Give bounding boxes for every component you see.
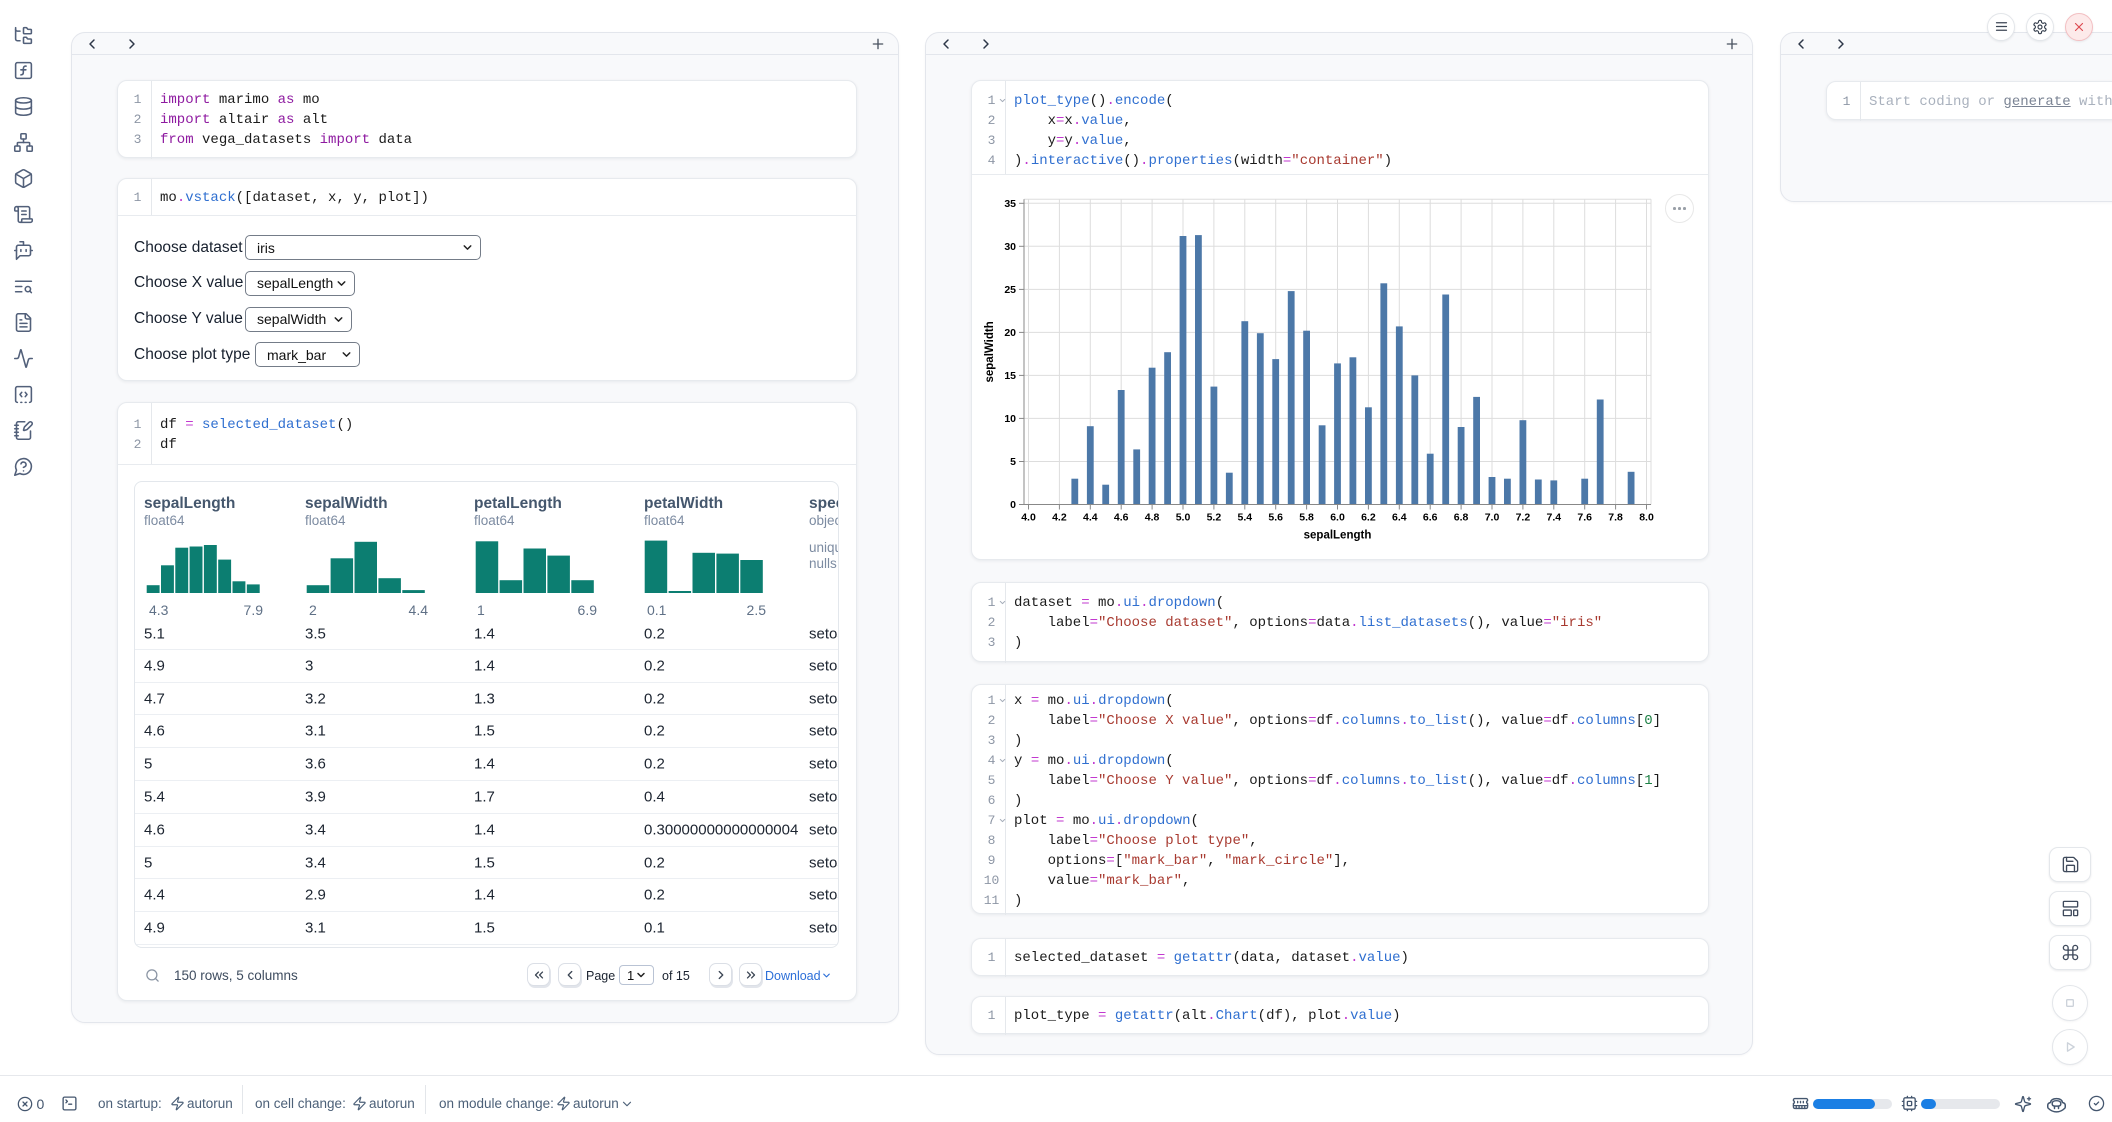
svg-text:6.4: 6.4: [1392, 512, 1407, 524]
svg-text:4.6: 4.6: [1114, 512, 1129, 524]
svg-text:10: 10: [1004, 413, 1016, 425]
svg-text:4.8: 4.8: [1145, 512, 1160, 524]
svg-text:5.4: 5.4: [1237, 512, 1252, 524]
svg-text:4.2: 4.2: [1052, 512, 1067, 524]
svg-text:5.6: 5.6: [1268, 512, 1283, 524]
svg-text:0: 0: [1010, 499, 1016, 511]
svg-text:5.8: 5.8: [1299, 512, 1314, 524]
svg-text:sepalLength: sepalLength: [1304, 530, 1372, 542]
svg-text:35: 35: [1004, 198, 1016, 210]
svg-text:6.8: 6.8: [1454, 512, 1469, 524]
svg-text:7.0: 7.0: [1485, 512, 1500, 524]
svg-text:7.6: 7.6: [1577, 512, 1592, 524]
svg-text:6.2: 6.2: [1361, 512, 1376, 524]
svg-text:7.8: 7.8: [1608, 512, 1623, 524]
svg-text:5.0: 5.0: [1176, 512, 1191, 524]
svg-text:20: 20: [1004, 327, 1016, 339]
svg-text:6.6: 6.6: [1423, 512, 1438, 524]
svg-text:8.0: 8.0: [1639, 512, 1654, 524]
svg-text:4.0: 4.0: [1021, 512, 1036, 524]
svg-text:30: 30: [1004, 241, 1016, 253]
svg-text:15: 15: [1004, 370, 1016, 382]
svg-text:6.0: 6.0: [1330, 512, 1345, 524]
svg-text:4.4: 4.4: [1083, 512, 1098, 524]
svg-text:sepalWidth: sepalWidth: [984, 321, 996, 382]
svg-text:5.2: 5.2: [1207, 512, 1222, 524]
svg-text:7.4: 7.4: [1546, 512, 1561, 524]
svg-text:7.2: 7.2: [1516, 512, 1531, 524]
svg-text:25: 25: [1004, 284, 1016, 296]
svg-text:5: 5: [1010, 456, 1016, 468]
